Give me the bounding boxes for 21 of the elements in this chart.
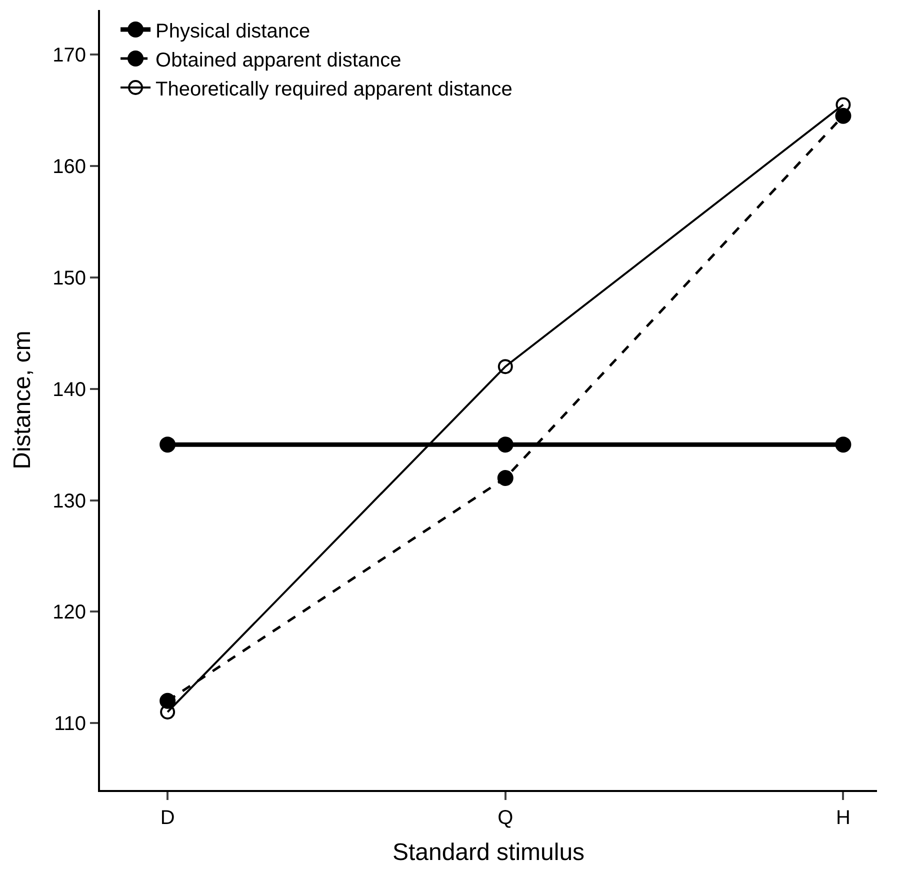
y-tick-label: 170: [52, 44, 86, 67]
legend-label: Obtained apparent distance: [156, 49, 402, 72]
point: [497, 470, 514, 486]
x-axis-title: Standard stimulus: [392, 838, 585, 866]
point: [497, 436, 514, 453]
x-tick-label: Q: [498, 807, 514, 829]
point: [160, 704, 176, 720]
x-tick-label: H: [836, 807, 850, 829]
x-tick-label: D: [160, 807, 175, 829]
point: [835, 436, 852, 453]
y-tick-label: 130: [52, 490, 86, 512]
point: [160, 436, 176, 453]
y-tick-label: 120: [52, 602, 86, 624]
y-tick-label: 140: [52, 378, 86, 401]
y-tick-label: 160: [52, 156, 86, 178]
legend-label: Physical distance: [156, 20, 310, 42]
y-tick-label: 110: [54, 713, 86, 736]
legend-label: Theoretically required apparent distance: [156, 78, 512, 100]
point: [498, 359, 513, 374]
y-tick-label: 150: [52, 267, 86, 290]
y-axis-title: Distance, cm: [9, 330, 36, 470]
